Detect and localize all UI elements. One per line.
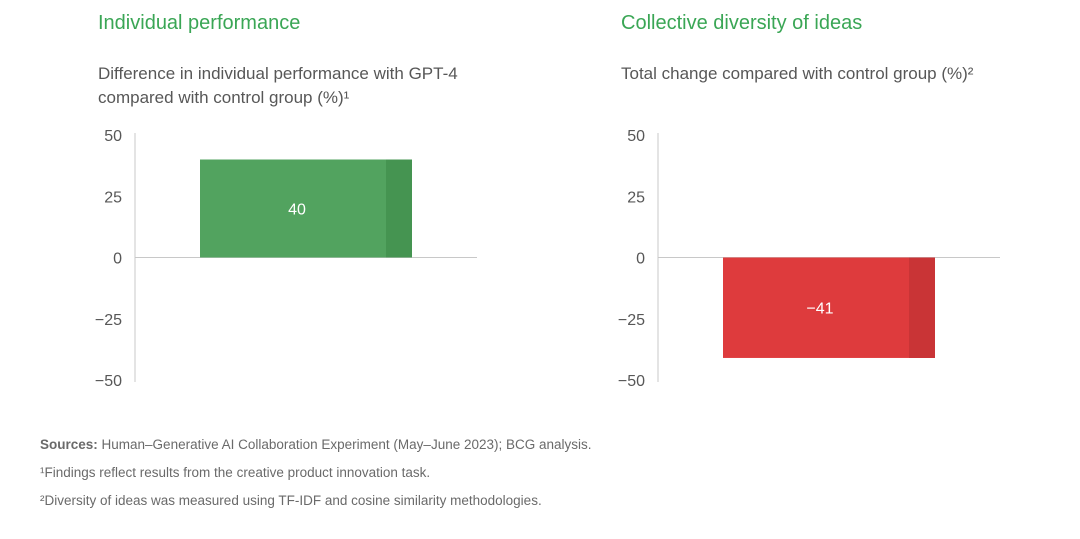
bar-shade xyxy=(909,257,935,358)
footnote-1: ¹Findings reflect results from the creat… xyxy=(40,465,431,480)
y-tick-label: −25 xyxy=(95,312,122,329)
chart-subtitle-individual-performance: Difference in individual performance wit… xyxy=(98,62,458,110)
subtitle-line-2: compared with control group (%)¹ xyxy=(98,88,350,107)
bar-value-label: 40 xyxy=(288,202,306,219)
footnote-2: ²Diversity of ideas was measured using T… xyxy=(40,493,542,508)
collective-diversity-chart: 50 25 0 −25 −50 −41 xyxy=(618,128,1000,390)
individual-performance-chart: 50 25 0 −25 −50 40 xyxy=(95,128,477,390)
bar xyxy=(723,257,935,358)
chart-title-collective-diversity: Collective diversity of ideas xyxy=(621,12,863,34)
y-tick-label: 0 xyxy=(636,251,645,268)
y-tick-label: 25 xyxy=(104,189,122,206)
y-tick-label: 50 xyxy=(104,128,122,145)
chart-subtitle-collective-diversity: Total change compared with control group… xyxy=(621,62,973,86)
bar xyxy=(200,159,412,258)
y-tick-label: 25 xyxy=(627,189,645,206)
bar-value-label: −41 xyxy=(806,301,833,318)
y-tick-label: 0 xyxy=(113,251,122,268)
sources-note: Sources: Human–Generative AI Collaborati… xyxy=(40,437,592,452)
y-tick-label: −50 xyxy=(618,373,645,390)
subtitle-line-1: Difference in individual performance wit… xyxy=(98,64,458,83)
y-tick-label: −25 xyxy=(618,312,645,329)
subtitle-line-1: Total change compared with control group… xyxy=(621,64,974,83)
y-tick-label: 50 xyxy=(627,128,645,145)
y-tick-label: −50 xyxy=(95,373,122,390)
bar-shade xyxy=(386,159,412,258)
chart-title-individual-performance: Individual performance xyxy=(98,12,301,34)
sources-label: Sources: xyxy=(40,437,98,452)
sources-text: Human–Generative AI Collaboration Experi… xyxy=(97,437,592,452)
